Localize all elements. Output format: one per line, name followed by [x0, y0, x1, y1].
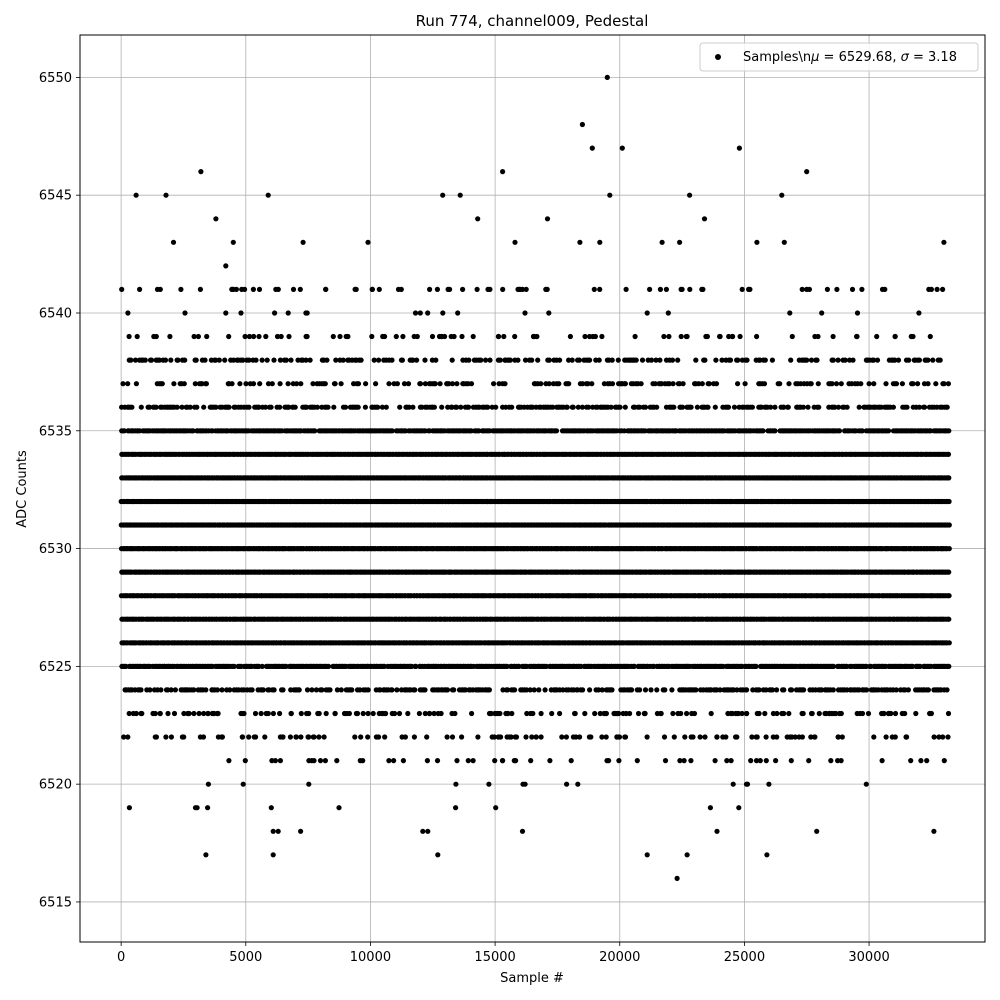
data-point — [693, 687, 699, 693]
data-point — [313, 687, 319, 693]
data-point — [451, 687, 457, 693]
data-point — [444, 687, 451, 693]
data-point — [893, 687, 899, 693]
data-point — [946, 522, 952, 528]
data-point — [214, 687, 220, 693]
data-point — [905, 687, 912, 693]
data-point — [789, 687, 795, 693]
data-point — [191, 687, 197, 693]
data-point — [801, 687, 807, 693]
data-point — [946, 546, 952, 552]
data-point — [349, 687, 355, 693]
data-point — [389, 687, 395, 693]
data-point — [830, 663, 837, 670]
data-point — [271, 687, 277, 693]
data-point — [158, 687, 164, 693]
data-point — [769, 687, 776, 693]
data-point — [138, 687, 144, 693]
data-point — [511, 687, 518, 693]
data-point — [599, 687, 605, 693]
data-point — [662, 687, 668, 693]
data-point — [944, 687, 950, 693]
data-point — [946, 640, 952, 646]
data-point — [531, 687, 537, 693]
data-point — [357, 687, 363, 693]
data-point — [413, 663, 419, 670]
data-point — [756, 687, 762, 693]
data-point — [819, 687, 825, 693]
data-point — [753, 663, 759, 670]
data-point — [946, 616, 952, 622]
data-point — [917, 663, 923, 670]
data-point — [830, 687, 836, 693]
data-point — [946, 663, 952, 670]
data-point — [946, 569, 952, 575]
data-point — [925, 687, 932, 693]
data-points — [118, 74, 952, 882]
data-point — [629, 687, 635, 693]
data-point — [527, 687, 533, 693]
data-point — [864, 687, 870, 693]
data-point — [781, 687, 787, 693]
data-point — [319, 687, 325, 693]
data-point — [365, 687, 371, 693]
data-point — [172, 687, 178, 693]
data-point — [412, 687, 418, 693]
data-point — [462, 687, 469, 693]
data-point — [203, 687, 209, 693]
data-point — [231, 663, 237, 670]
data-point — [669, 687, 675, 693]
data-point — [147, 687, 153, 693]
data-point — [654, 687, 660, 693]
data-point — [309, 687, 315, 693]
data-point — [595, 687, 602, 693]
data-point — [280, 687, 286, 693]
data-point — [394, 687, 400, 693]
data-point — [505, 687, 511, 693]
data-point — [296, 687, 302, 693]
data-point — [587, 687, 593, 693]
data-point — [219, 687, 225, 693]
data-point — [717, 687, 723, 693]
data-point — [763, 687, 769, 693]
data-point — [774, 687, 780, 693]
data-point — [744, 687, 750, 693]
data-point — [327, 687, 333, 693]
data-point — [648, 687, 654, 693]
data-point — [325, 663, 332, 670]
data-point — [946, 498, 952, 505]
data-point — [486, 687, 492, 693]
data-point — [523, 687, 530, 693]
data-point — [637, 687, 643, 693]
data-point — [249, 687, 255, 693]
data-point — [422, 687, 428, 693]
data-point — [542, 687, 548, 693]
data-point — [260, 687, 266, 693]
data-point — [259, 663, 265, 670]
data-point — [642, 687, 649, 693]
data-point — [609, 687, 615, 693]
data-point — [304, 687, 311, 693]
data-point — [580, 687, 586, 693]
data-point — [334, 687, 340, 693]
data-point — [338, 687, 344, 693]
data-point — [504, 663, 510, 670]
data-point — [168, 687, 174, 693]
data-point — [631, 663, 637, 670]
data-point — [734, 687, 740, 693]
data-point — [946, 593, 952, 599]
data-point — [536, 687, 542, 693]
data-point — [227, 687, 233, 693]
